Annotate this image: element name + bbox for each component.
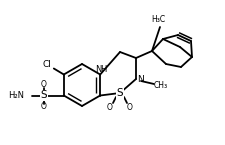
Text: Cl: Cl xyxy=(42,60,51,69)
Text: H₂N: H₂N xyxy=(8,91,24,100)
Text: H: H xyxy=(100,65,106,74)
Text: S: S xyxy=(40,90,47,100)
Text: S: S xyxy=(117,88,123,98)
Text: N: N xyxy=(95,65,101,74)
Text: CH₃: CH₃ xyxy=(154,80,168,89)
Text: O: O xyxy=(41,102,47,111)
Text: H₃C: H₃C xyxy=(151,14,165,23)
Text: O: O xyxy=(127,103,133,112)
Text: N: N xyxy=(137,76,143,85)
Text: O: O xyxy=(41,80,47,89)
Text: O: O xyxy=(107,103,113,112)
